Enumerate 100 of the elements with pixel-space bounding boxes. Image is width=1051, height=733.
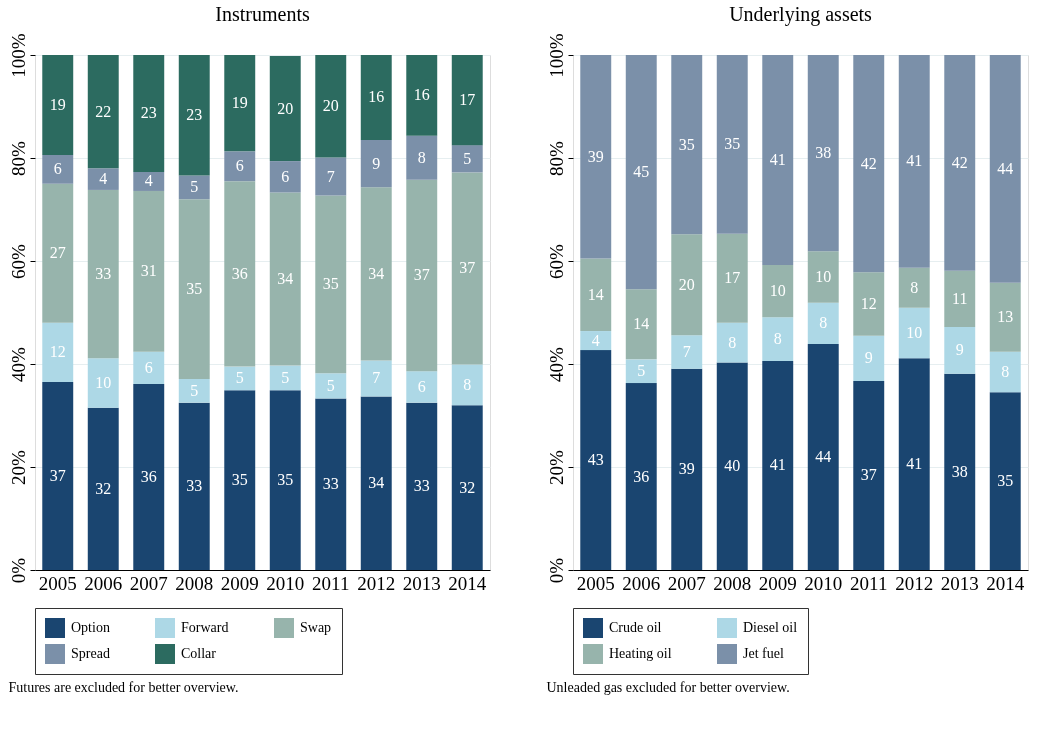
data-label: 14 bbox=[587, 285, 604, 303]
data-label: 8 bbox=[417, 148, 426, 166]
legend-label: Diesel oil bbox=[743, 620, 798, 635]
data-label: 39 bbox=[587, 147, 604, 165]
data-label: 36 bbox=[231, 264, 248, 282]
bar bbox=[898, 358, 930, 570]
data-label: 37 bbox=[413, 266, 430, 284]
bar bbox=[451, 55, 483, 146]
bar bbox=[178, 199, 210, 379]
data-label: 35 bbox=[186, 280, 203, 298]
bar bbox=[580, 350, 612, 570]
y-tick-label: 20% bbox=[545, 449, 567, 485]
data-label: 42 bbox=[860, 154, 877, 172]
bar bbox=[360, 55, 392, 140]
x-tick-label: 2007 bbox=[667, 572, 706, 594]
x-tick-label: 2014 bbox=[986, 572, 1025, 594]
data-label: 4 bbox=[99, 170, 108, 188]
bar bbox=[580, 55, 612, 259]
x-tick-label: 2010 bbox=[266, 572, 305, 594]
data-label: 7 bbox=[326, 167, 335, 185]
data-label: 23 bbox=[140, 104, 157, 122]
data-label: 33 bbox=[413, 477, 430, 495]
data-label: 20 bbox=[277, 99, 294, 117]
data-label: 43 bbox=[587, 451, 604, 469]
data-label: 41 bbox=[769, 456, 786, 474]
bar bbox=[989, 282, 1021, 352]
bar bbox=[133, 190, 165, 352]
legend-label: Swap bbox=[300, 620, 332, 635]
data-label: 22 bbox=[95, 102, 112, 120]
data-label: 34 bbox=[368, 264, 385, 282]
bar bbox=[807, 55, 839, 252]
x-tick-label: 2008 bbox=[175, 572, 214, 594]
data-label: 36 bbox=[633, 467, 650, 485]
legend-label: Forward bbox=[181, 620, 229, 635]
bar bbox=[898, 267, 930, 308]
data-label: 6 bbox=[417, 377, 426, 395]
x-tick-label: 2005 bbox=[576, 572, 615, 594]
data-label: 27 bbox=[49, 244, 66, 262]
bar bbox=[807, 302, 839, 344]
legend-label: Heating oil bbox=[609, 646, 672, 661]
data-label: 12 bbox=[860, 295, 877, 312]
x-tick-label: 2012 bbox=[895, 572, 934, 594]
bar bbox=[989, 351, 1021, 393]
data-label: 10 bbox=[815, 267, 832, 285]
bar bbox=[671, 55, 703, 235]
data-label: 33 bbox=[95, 265, 112, 283]
data-label: 20 bbox=[322, 97, 339, 115]
bar bbox=[853, 272, 885, 336]
bar bbox=[315, 55, 347, 158]
bar bbox=[807, 343, 839, 570]
data-label: 32 bbox=[459, 478, 476, 496]
data-label: 17 bbox=[459, 91, 476, 109]
data-label: 19 bbox=[49, 95, 66, 113]
data-label: 17 bbox=[724, 269, 741, 287]
bar bbox=[671, 234, 703, 336]
bar bbox=[87, 358, 119, 408]
x-tick-label: 2010 bbox=[804, 572, 843, 594]
data-label: 8 bbox=[819, 314, 828, 332]
x-tick-label: 2005 bbox=[38, 572, 77, 594]
bar bbox=[360, 187, 392, 361]
bar bbox=[716, 322, 748, 363]
bar bbox=[133, 384, 165, 570]
bar bbox=[762, 55, 794, 266]
bar bbox=[762, 265, 794, 318]
bar bbox=[944, 326, 976, 374]
bar bbox=[451, 145, 483, 173]
bar bbox=[360, 396, 392, 570]
data-label: 5 bbox=[235, 369, 244, 387]
data-label: 5 bbox=[326, 376, 335, 394]
data-label: 35 bbox=[322, 275, 339, 293]
data-label: 14 bbox=[633, 315, 650, 333]
y-tick-label: 60% bbox=[545, 243, 567, 279]
bar bbox=[315, 157, 347, 196]
bar bbox=[224, 181, 256, 367]
data-label: 9 bbox=[864, 349, 873, 367]
bar bbox=[87, 189, 119, 359]
data-label: 44 bbox=[815, 447, 832, 465]
x-tick-label: 2011 bbox=[312, 572, 350, 594]
data-label: 5 bbox=[190, 381, 199, 399]
x-tick-label: 2011 bbox=[850, 572, 888, 594]
x-tick-label: 2009 bbox=[758, 572, 797, 594]
data-label: 40 bbox=[724, 457, 741, 475]
data-label: 8 bbox=[910, 278, 919, 296]
bar bbox=[42, 322, 74, 383]
data-label: 10 bbox=[906, 324, 923, 342]
bar bbox=[807, 251, 839, 303]
data-label: 35 bbox=[997, 472, 1014, 490]
x-tick-label: 2006 bbox=[84, 572, 123, 594]
data-label: 7 bbox=[682, 342, 691, 360]
y-tick-label: 0% bbox=[545, 557, 567, 584]
bar bbox=[716, 362, 748, 570]
bar bbox=[625, 359, 657, 384]
bar bbox=[853, 381, 885, 570]
legend-label: Crude oil bbox=[609, 620, 662, 635]
x-tick-label: 2013 bbox=[402, 572, 441, 594]
x-tick-label: 2012 bbox=[357, 572, 396, 594]
data-label: 10 bbox=[769, 282, 786, 300]
data-label: 35 bbox=[231, 471, 248, 489]
bar bbox=[87, 168, 119, 190]
bar bbox=[898, 307, 930, 359]
